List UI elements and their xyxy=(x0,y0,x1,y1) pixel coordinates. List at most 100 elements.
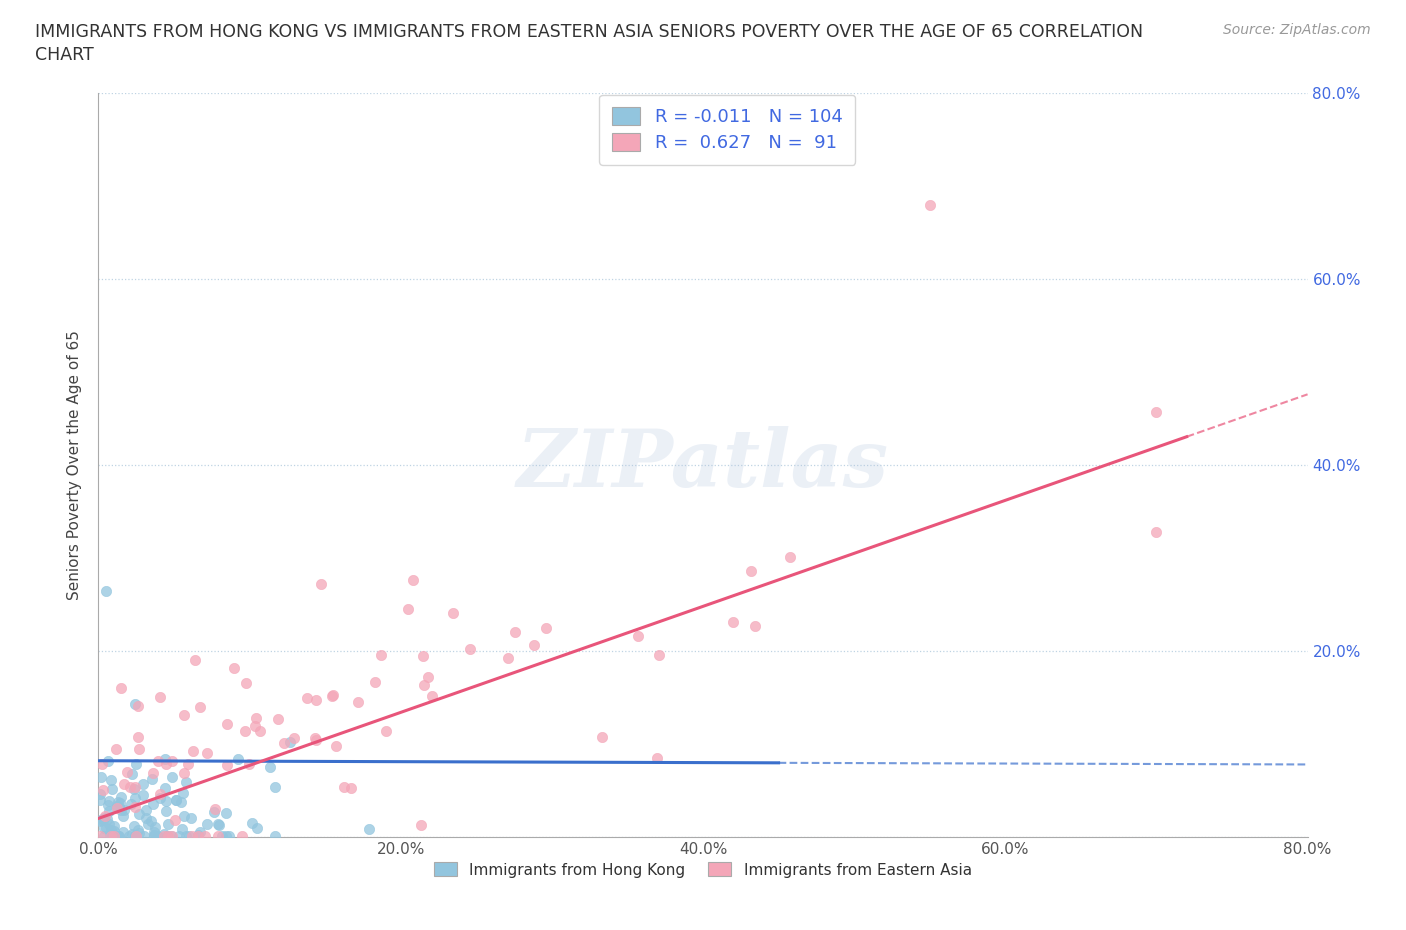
Point xyxy=(207,817,229,831)
Point xyxy=(295,690,318,705)
Point xyxy=(124,800,146,815)
Point xyxy=(108,829,131,844)
Point xyxy=(246,821,269,836)
Point xyxy=(160,829,183,844)
Point xyxy=(125,829,148,844)
Point xyxy=(441,605,464,620)
Point xyxy=(322,688,344,703)
Point xyxy=(238,757,260,772)
Point xyxy=(160,829,183,844)
Point xyxy=(155,804,177,818)
Text: ZIPatlas: ZIPatlas xyxy=(517,426,889,504)
Point xyxy=(321,688,343,703)
Point xyxy=(523,638,546,653)
Point xyxy=(93,829,115,844)
Point xyxy=(224,660,246,675)
Point xyxy=(359,822,381,837)
Point xyxy=(111,809,134,824)
Point xyxy=(217,716,239,731)
Point xyxy=(402,573,425,588)
Point xyxy=(267,711,290,726)
Point xyxy=(117,764,139,779)
Point xyxy=(273,735,295,750)
Point xyxy=(204,804,226,819)
Point xyxy=(94,821,117,836)
Point xyxy=(648,647,671,662)
Point xyxy=(346,695,368,710)
Point xyxy=(370,647,392,662)
Point xyxy=(107,794,129,809)
Point xyxy=(243,719,266,734)
Point xyxy=(304,732,326,747)
Point xyxy=(155,757,177,772)
Point xyxy=(127,729,149,744)
Point xyxy=(107,799,129,814)
Point xyxy=(104,742,127,757)
Point xyxy=(364,674,387,689)
Point xyxy=(412,649,434,664)
Point xyxy=(142,765,165,780)
Point xyxy=(89,829,111,844)
Point xyxy=(103,829,125,844)
Point xyxy=(240,816,263,830)
Point xyxy=(744,618,766,633)
Point xyxy=(740,564,762,578)
Point xyxy=(412,678,434,693)
Point xyxy=(188,699,211,714)
Point xyxy=(91,782,114,797)
Point xyxy=(173,809,195,824)
Point xyxy=(148,829,170,844)
Point xyxy=(167,829,190,844)
Point xyxy=(101,782,124,797)
Point xyxy=(187,829,209,844)
Point xyxy=(132,788,155,803)
Point xyxy=(231,829,253,844)
Point xyxy=(177,756,200,771)
Point xyxy=(647,751,669,765)
Point xyxy=(195,745,218,760)
Point xyxy=(89,792,111,807)
Point xyxy=(103,829,125,844)
Point xyxy=(503,625,526,640)
Point xyxy=(124,829,146,844)
Point xyxy=(918,197,941,212)
Point xyxy=(311,577,333,591)
Point xyxy=(141,772,163,787)
Point xyxy=(124,790,146,805)
Point xyxy=(128,742,150,757)
Point xyxy=(90,769,112,784)
Point xyxy=(325,738,347,753)
Point xyxy=(98,827,121,842)
Point xyxy=(127,823,149,838)
Point xyxy=(194,829,217,844)
Point xyxy=(105,801,128,816)
Point xyxy=(188,825,211,840)
Point xyxy=(120,796,142,811)
Point xyxy=(165,792,187,807)
Point xyxy=(173,708,195,723)
Point xyxy=(165,792,187,807)
Point xyxy=(107,829,129,844)
Point xyxy=(152,829,174,844)
Point xyxy=(163,812,186,827)
Point xyxy=(592,730,614,745)
Point xyxy=(411,817,433,832)
Point xyxy=(132,777,155,791)
Point xyxy=(97,817,120,831)
Point xyxy=(105,799,128,814)
Point xyxy=(89,787,111,802)
Point xyxy=(143,819,166,834)
Point xyxy=(97,798,120,813)
Point xyxy=(187,828,209,843)
Point xyxy=(153,827,176,842)
Point xyxy=(103,824,125,839)
Point xyxy=(139,813,162,828)
Point xyxy=(396,602,419,617)
Point xyxy=(98,804,121,818)
Point xyxy=(94,583,117,598)
Y-axis label: Seniors Poverty Over the Age of 65: Seniors Poverty Over the Age of 65 xyxy=(67,330,83,600)
Point xyxy=(121,826,143,841)
Point xyxy=(112,825,135,840)
Point xyxy=(110,681,132,696)
Point xyxy=(93,809,115,824)
